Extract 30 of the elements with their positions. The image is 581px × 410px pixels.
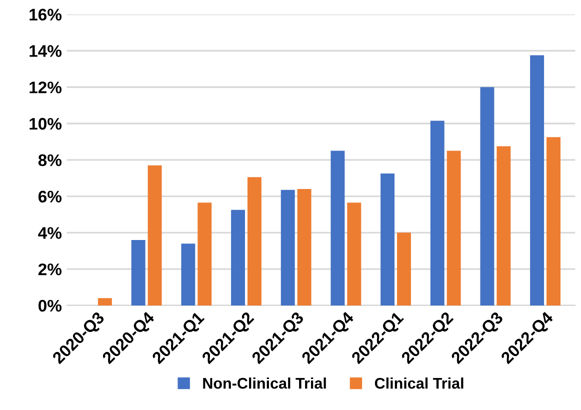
bar xyxy=(148,165,162,306)
bar xyxy=(198,202,212,306)
y-tick-label: 8% xyxy=(38,154,62,166)
bar xyxy=(430,120,444,306)
bar xyxy=(131,240,146,306)
bar xyxy=(446,150,461,306)
bar xyxy=(380,174,395,306)
y-tick-label: 12% xyxy=(30,82,62,94)
legend-label: Non-Clinical Trial xyxy=(203,378,326,389)
bar xyxy=(480,87,494,306)
y-tick-label: 14% xyxy=(30,45,62,57)
y-tick-label: 2% xyxy=(38,263,62,276)
y-tick-label: 16% xyxy=(30,8,62,21)
bar xyxy=(98,298,112,306)
bar xyxy=(280,190,295,306)
y-tick-label: 0% xyxy=(38,300,62,312)
bar xyxy=(496,146,511,306)
bar xyxy=(297,189,312,306)
legend-label: Clinical Trial xyxy=(374,378,464,389)
y-tick-label: 6% xyxy=(38,190,62,202)
bar xyxy=(347,202,362,306)
bar xyxy=(231,210,245,306)
bar xyxy=(546,137,560,306)
y-tick-label: 4% xyxy=(38,227,62,239)
bar xyxy=(530,55,544,306)
bar xyxy=(247,177,262,306)
y-tick-label: 10% xyxy=(30,118,62,130)
bar xyxy=(181,244,196,306)
bar xyxy=(330,150,345,306)
bar xyxy=(397,232,411,306)
